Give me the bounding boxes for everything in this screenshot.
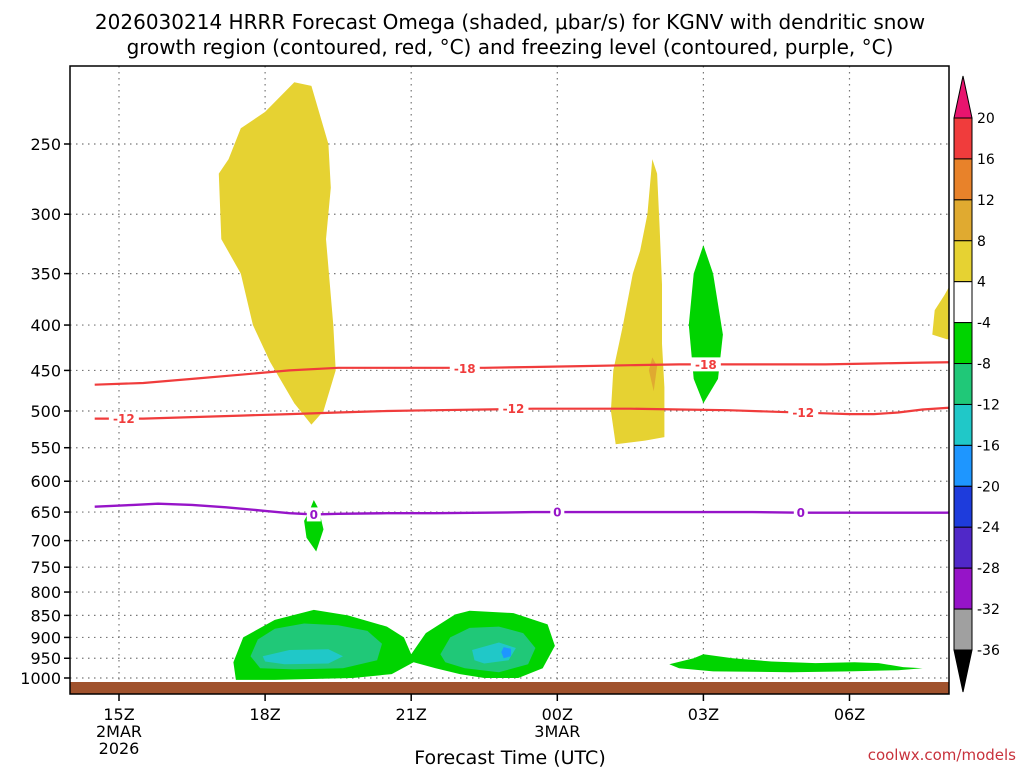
y-tick-label-900: 900 [30,628,61,647]
y-tick-label-300: 300 [30,205,61,224]
y-tick-label-850: 850 [30,606,61,625]
colorbar-swatch-10 [953,485,973,528]
freezing-level-contour-0-label-0: 0 [310,508,318,522]
x-tick-label-00Z-1: 3MAR [534,722,580,741]
freezing-level-contour-0-label-bg-1 [550,505,565,520]
colorbar-swatch-6 [953,322,973,365]
y-tick-label-450: 450 [30,361,61,380]
x-tick-label-21Z-0: 21Z [396,705,427,724]
freezing-level-contour-0-line [94,502,949,516]
y-tick-label-250: 250 [30,135,61,154]
dendritic-contour-0-line [94,361,949,386]
colorbar-label-13: -36 [977,643,1000,659]
dendritic-contour-1-label-0: -12 [113,412,135,426]
dendritic-contour-0-label-bg-0 [449,361,480,376]
colorbar-swatch-7 [953,363,973,405]
colorbar-label-6: -8 [977,357,991,373]
omega-region-9 [262,649,343,665]
colorbar-label-9: -20 [977,479,1000,495]
colorbar-label-10: -24 [977,520,1000,536]
omega-colorbar: 20 16 12 8 4 -4 -8 -12 -16 -20 -24 -28 -32 -36 [953,75,1000,693]
colorbar-label-7: -12 [977,397,1000,413]
colorbar-label-8: -16 [977,438,1000,454]
colorbar-label-3: 8 [977,234,986,250]
y-tick-label-350: 350 [30,265,61,284]
x-tick-label-00Z-0: 00Z [542,705,573,724]
omega-region-3 [932,287,949,340]
dendritic-contour-1-label-bg-1 [498,401,529,416]
y-tick-label-600: 600 [30,472,61,491]
x-tick-label-15Z-1: 2MAR [96,722,142,741]
omega-region-11 [501,647,511,659]
y-tick-label-750: 750 [30,558,61,577]
grid-lines [70,66,949,682]
dendritic-contour-0-label-1: -18 [695,358,717,372]
colorbar-label-0: 20 [977,111,995,127]
colorbar-label-2: 12 [977,193,995,209]
chart-title-line-1: 2026030214 HRRR Forecast Omega (shaded, … [95,10,925,34]
y-tick-label-700: 700 [30,532,61,551]
chart-title-line-2: growth region (contoured, red, °C) and f… [127,35,894,59]
dendritic-contour-1-line [94,406,949,420]
freezing-level-contour-0-label-1: 0 [553,506,561,520]
omega-region-12 [669,654,923,673]
colorbar-swatch-8 [953,403,973,446]
colorbar-swatch-12 [953,567,973,610]
plot-frame [69,65,950,695]
freezing-level-contour-0-label-2: 0 [797,506,805,520]
dendritic-contour-1-label-1: -12 [503,402,525,416]
colorbar-swatch-5 [953,281,973,324]
omega-region-1 [610,159,665,445]
colorbar-label-12: -32 [977,602,1000,618]
colorbar-swatch-9 [953,444,973,487]
y-tick-label-400: 400 [30,316,61,335]
x-tick-label-15Z-2: 2026 [99,739,140,758]
freezing-level-contour-0-label-bg-0 [306,507,321,522]
dendritic-contour-1-label-2: -12 [792,406,814,420]
dendritic-contour-1-label-bg-2 [788,405,819,420]
x-axis-label: Forecast Time (UTC) [414,747,605,768]
y-tick-label-800: 800 [30,583,61,602]
y-tick-label-1000: 1000 [20,669,61,688]
y-tick-label-650: 650 [30,503,61,522]
colorbar-swatch-4 [953,240,973,283]
colorbar-swatch-11 [953,526,973,569]
colorbar-swatch-1 [953,117,973,160]
credit-label: coolwx.com/models [868,746,1016,764]
colorbar-swatch-13 [953,608,973,651]
dendritic-contour-0-label-0: -18 [454,362,476,376]
colorbar-swatch-0 [953,75,973,119]
x-tick-label-03Z-0: 03Z [688,705,719,724]
colorbar-label-11: -28 [977,561,1000,577]
temperature-contours: -18 -18 -12 -12 -12 0 0 0 [94,357,949,522]
colorbar-swatch-14 [953,649,973,693]
ground-surface-bar [70,682,949,694]
omega-shading [218,82,949,680]
omega-region-0 [218,82,336,425]
y-tick-label-500: 500 [30,402,61,421]
x-tick-label-06Z-0: 06Z [834,705,865,724]
freezing-level-contour-0-label-bg-2 [793,505,808,520]
x-tick-label-18Z-0: 18Z [249,705,280,724]
colorbar-swatch-3 [953,199,973,242]
colorbar-label-5: -4 [977,316,991,332]
colorbar-swatch-2 [953,158,973,201]
x-tick-label-15Z-0: 15Z [103,705,134,724]
dendritic-contour-1-label-bg-0 [108,411,139,426]
omega-region-4 [688,245,723,404]
colorbar-label-1: 16 [977,152,995,168]
y-tick-label-950: 950 [30,649,61,668]
y-tick-label-550: 550 [30,439,61,458]
y-axis-ticks: 250 300 350 400 450 500 550 600 650 700 750 800 850 9… [20,135,70,688]
dendritic-contour-0-label-bg-1 [690,357,721,372]
colorbar-label-4: 4 [977,275,986,291]
